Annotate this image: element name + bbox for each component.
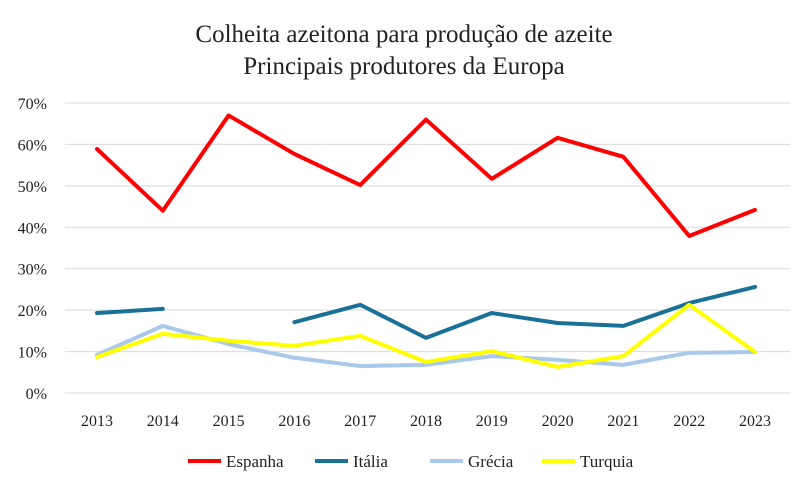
x-tick-label: 2014: [147, 413, 179, 430]
x-tick-label: 2023: [739, 413, 771, 430]
series-line-espanha: [95, 113, 757, 238]
x-tick-label: 2016: [278, 413, 310, 430]
x-tick-label: 2018: [410, 413, 442, 430]
gridlines: [65, 102, 790, 394]
y-tick-label: 60%: [18, 137, 47, 154]
series-line-itália: [95, 306, 165, 316]
legend-label: Grécia: [468, 452, 514, 471]
y-tick-label: 10%: [18, 345, 47, 362]
y-tick-label: 40%: [18, 220, 47, 237]
legend-label: Turquia: [580, 452, 634, 471]
legend-label: Itália: [353, 452, 388, 471]
legend: Espanha Itália Grécia Turquia: [188, 452, 634, 471]
x-tick-label: 2013: [81, 413, 113, 430]
y-axis: 0% 10% 20% 30% 40% 50% 60% 70%: [18, 96, 47, 403]
x-axis: 2013 2014 2015 2016 2017 2018 2019 2020 2021 2022…: [81, 413, 771, 430]
x-tick-label: 2022: [673, 413, 705, 430]
x-tick-label: 2019: [476, 413, 508, 430]
chart-subtitle: Principais produtores da Europa: [243, 53, 564, 80]
series-line-itália: [292, 284, 757, 340]
x-tick-label: 2021: [607, 413, 639, 430]
x-tick-label: 2020: [542, 413, 574, 430]
y-tick-label: 30%: [18, 262, 47, 279]
series-lines: [95, 113, 757, 369]
x-tick-label: 2017: [344, 413, 376, 430]
y-tick-label: 0%: [26, 386, 47, 403]
series-line-turquia: [95, 302, 757, 369]
x-tick-label: 2015: [213, 413, 245, 430]
y-tick-label: 20%: [18, 303, 47, 320]
legend-label: Espanha: [226, 452, 284, 471]
y-tick-label: 70%: [18, 96, 47, 113]
chart-title: Colheita azeitona para produção de azeit…: [195, 21, 612, 48]
y-tick-label: 50%: [18, 179, 47, 196]
